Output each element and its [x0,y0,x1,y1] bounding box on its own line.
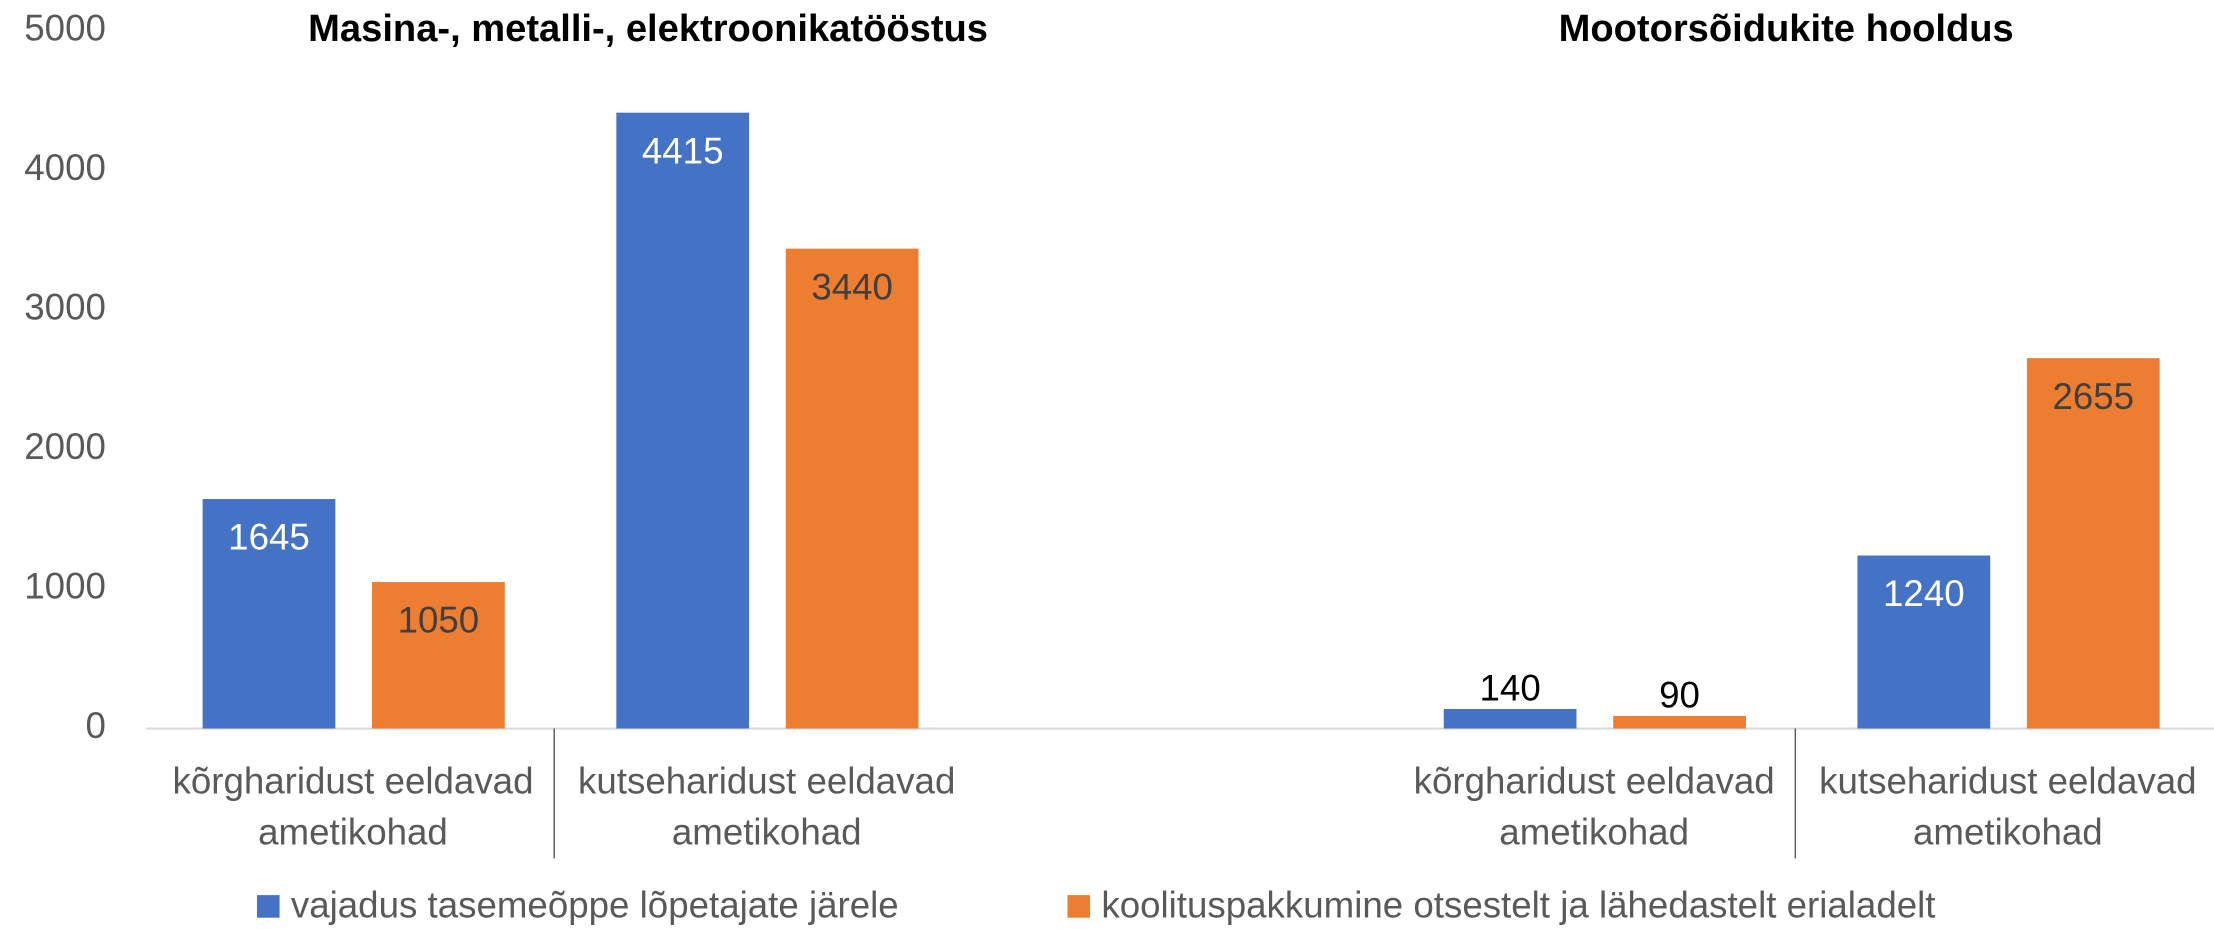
x-tick-label: kõrgharidust eeldavad ametikohad [1414,760,1775,852]
y-tick-label: 0 [85,705,105,746]
data-label: 1645 [228,517,310,558]
data-label: 3440 [811,266,893,307]
legend-swatch [1067,895,1091,918]
y-tick-label: 5000 [24,8,106,49]
bar [785,248,919,729]
x-tick-label: kutseharidust eeldavad ametikohad [578,760,955,852]
data-label: 140 [1480,667,1541,708]
y-tick-label: 1000 [24,566,106,607]
legend-label: vajadus tasemeõppe lõpetajate järele [291,885,899,926]
data-label: 90 [1659,674,1700,715]
legend-label: koolituspakkumine otsestelt ja lähedaste… [1101,885,1935,926]
x-tick-label: kutseharidust eeldavad ametikohad [1819,760,2196,852]
bar [372,582,505,729]
y-tick-label: 3000 [24,287,106,328]
legend-swatch [256,895,280,918]
data-label: 1240 [1883,573,1965,614]
bar [202,499,336,729]
bar [1613,715,1746,729]
data-label: 4415 [642,130,724,171]
bar [1857,555,1991,729]
group-title: Mootorsõidukite hooldus [1559,7,2014,50]
x-tick-label: kõrgharidust eeldavad ametikohad [172,760,533,852]
data-label: 1050 [398,600,480,641]
y-tick-label: 4000 [24,147,106,188]
y-tick-label: 2000 [24,426,106,467]
bar [1443,708,1577,729]
bar [616,112,750,729]
group-title: Masina-, metalli-, elektroonikatööstus [308,7,988,50]
bar [2026,358,2160,729]
data-label: 2655 [2052,376,2134,417]
